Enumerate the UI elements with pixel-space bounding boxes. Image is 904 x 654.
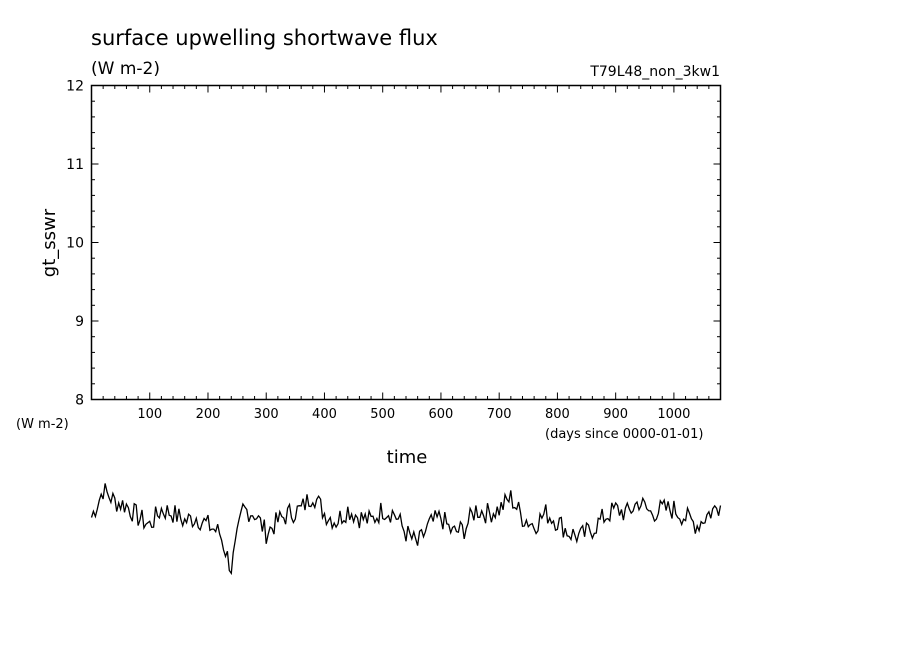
x-tick-label: 200 (196, 407, 221, 422)
x-tick-label: 1000 (657, 407, 690, 422)
x-tick-label: 500 (370, 407, 395, 422)
plot-frame (90, 84, 722, 401)
tick-group (91, 85, 721, 400)
series-group (90, 483, 722, 576)
x-tick-label: 600 (429, 407, 454, 422)
x-tick-label: 400 (312, 407, 337, 422)
x-axis-units: (days since 0000-01-01) (545, 427, 703, 442)
x-tick-label: 100 (137, 407, 162, 422)
x-tick-labels: 100 200 300 400 500 600 700 800 900 1000 (137, 407, 690, 422)
y-bottom-units: (W m-2) (16, 417, 69, 432)
x-tick-label: 800 (545, 407, 570, 422)
chart-title: surface upwelling shortwave flux (91, 26, 438, 50)
x-axis-label: time (387, 447, 428, 468)
chart-units: (W m-2) (91, 59, 160, 79)
y-axis-label: gt_sswr (39, 208, 60, 277)
x-tick-label: 700 (487, 407, 512, 422)
y-tick-label: 11 (66, 157, 84, 173)
series-line (90, 483, 722, 576)
y-tick-labels: 8 9 10 11 12 (66, 79, 84, 409)
y-tick-label: 9 (75, 314, 84, 330)
x-tick-label: 300 (254, 407, 279, 422)
y-tick-label: 10 (66, 236, 84, 252)
x-tick-label: 900 (603, 407, 628, 422)
experiment-label: T79L48_non_3kw1 (589, 64, 720, 80)
y-tick-label: 8 (75, 393, 84, 409)
y-tick-label: 12 (66, 79, 84, 95)
